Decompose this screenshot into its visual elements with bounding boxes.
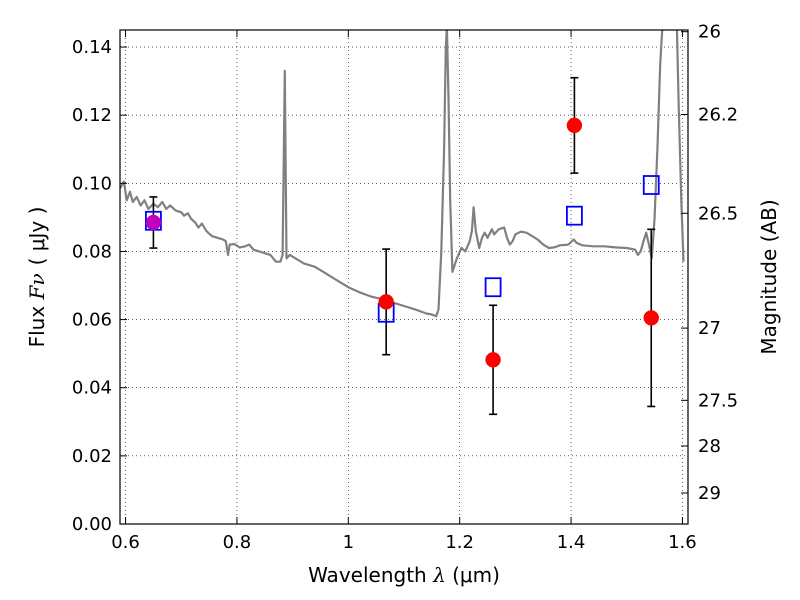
y-tick-label: 0.02 (72, 446, 112, 467)
y-axis-label-unit: ( μJy ) (25, 207, 49, 266)
y-tick-label: 0.12 (72, 105, 112, 126)
model-spectrum-line (120, 30, 685, 318)
model-photometry-square (642, 175, 660, 195)
y2-tick-label: 29 (698, 483, 721, 504)
x-axis-label-unit: (μm) (446, 563, 500, 587)
model-spectrum-layer (120, 30, 685, 318)
y-axis-left: 0.00 0.02 0.04 0.06 0.08 0.10 0.12 0.14 (72, 37, 127, 535)
model-photometry-square (566, 205, 583, 226)
x-axis: 0.6 0.8 1 1.2 1.4 1.6 (111, 30, 697, 553)
y-axis-label-symbol: Fν (25, 273, 49, 300)
plot-frame (119, 29, 689, 525)
y-tick-label: 0.00 (72, 514, 112, 535)
y2-tick-label: 27 (698, 318, 721, 339)
observed-photometry-point (378, 294, 394, 310)
x-tick-label: 1 (343, 532, 354, 553)
x-tick-label: 1.4 (557, 532, 586, 553)
x-tick-label: 1.2 (445, 532, 474, 553)
x-axis-label-symbol: λ (432, 563, 446, 587)
y-tick-label: 0.08 (72, 241, 112, 262)
y-tick-label: 0.10 (72, 173, 112, 194)
observed-photometry-point (145, 214, 162, 231)
y2-tick-label: 27.5 (698, 390, 738, 411)
x-axis-label: Wavelength λ (μm) (308, 563, 500, 587)
y-tick-label: 0.06 (72, 310, 112, 331)
y2-tick-label: 28 (698, 436, 721, 457)
y-axis-label: Flux Fν ( μJy ) (25, 207, 49, 348)
observed-photometry-point (643, 310, 659, 326)
observed-photometry-point (566, 117, 583, 134)
x-axis-label-prefix: Wavelength (308, 563, 433, 587)
y2-tick-label: 26.5 (698, 203, 738, 224)
model-photometry-square (484, 277, 502, 298)
y2-tick-label: 26.2 (698, 104, 738, 125)
y-tick-label: 0.14 (72, 37, 112, 58)
y2-tick-label: 26 (698, 22, 721, 43)
y2-axis-label: Magnitude (AB) (757, 199, 781, 354)
y-axis-right: 26 26.2 26.5 27 27.5 28 29 (681, 22, 738, 504)
y-axis-label-prefix: Flux (25, 299, 49, 347)
x-tick-label: 0.8 (223, 532, 252, 553)
plot-area (120, 30, 685, 416)
x-tick-label: 1.6 (668, 532, 697, 553)
observed-photometry-point (485, 352, 501, 368)
observed-photometry-layer (145, 117, 659, 368)
y-tick-label: 0.04 (72, 378, 112, 399)
x-tick-label: 0.6 (111, 532, 140, 553)
